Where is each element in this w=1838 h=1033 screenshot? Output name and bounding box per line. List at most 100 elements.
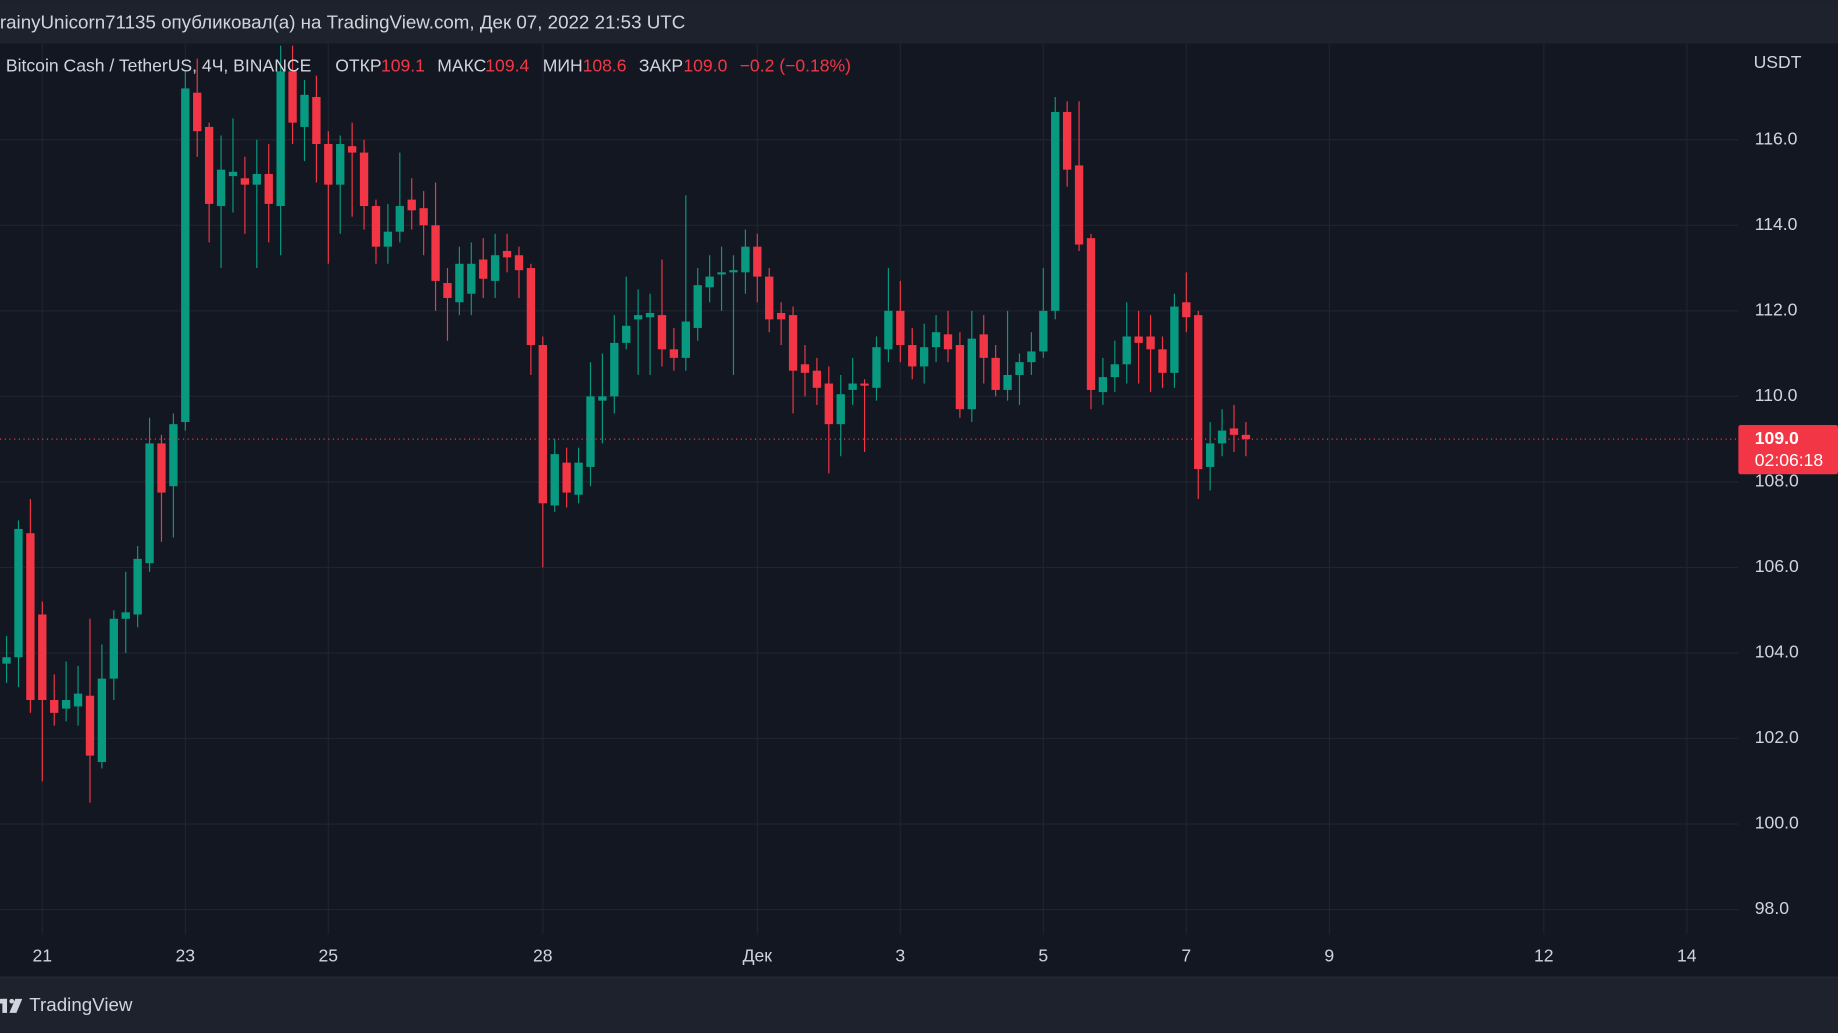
candle-body	[669, 349, 679, 358]
candle-body	[97, 678, 107, 763]
y-tick-label: 114.0	[1755, 214, 1798, 234]
candle-body	[228, 171, 238, 177]
candle-body	[1051, 111, 1060, 311]
candle-body	[38, 614, 47, 701]
legend-name: ОТКР	[335, 56, 381, 76]
candle-body	[967, 338, 976, 410]
x-tick-label: 25	[319, 945, 339, 965]
logo-part	[9, 998, 23, 1013]
x-tick-label: 28	[533, 945, 553, 965]
candle-body	[1039, 310, 1048, 352]
candle-body	[979, 334, 988, 358]
candle-body	[931, 332, 941, 348]
candle-body	[1074, 165, 1084, 245]
candle-body	[955, 345, 965, 410]
candle-body	[919, 347, 929, 367]
candle-body	[1194, 315, 1203, 470]
x-tick-label: 9	[1324, 945, 1334, 965]
candle-body	[860, 383, 869, 386]
candle-body	[121, 612, 130, 619]
countdown: 02:06:18	[1755, 450, 1824, 470]
candle-body	[50, 700, 59, 713]
candle-body	[741, 246, 750, 273]
candle-body	[776, 312, 786, 320]
candle-body	[109, 618, 118, 679]
candle-body	[753, 246, 762, 277]
candle-body	[788, 315, 798, 371]
candle-body	[419, 208, 428, 226]
candle-body	[431, 225, 440, 281]
x-tick-label: 12	[1534, 945, 1554, 965]
candles	[2, 45, 1251, 803]
candle-body	[1134, 336, 1143, 343]
candle-body	[884, 310, 893, 350]
candle-body	[943, 334, 953, 350]
candle-body	[204, 126, 214, 204]
candle-body	[574, 462, 583, 495]
candle-body	[681, 321, 690, 358]
candle-body	[1003, 374, 1012, 390]
candle-body	[693, 285, 702, 328]
candle-body	[729, 270, 738, 273]
candle-body	[562, 462, 571, 493]
candle-body	[657, 315, 667, 350]
y-tick-label: 110.0	[1755, 385, 1798, 405]
candle-body	[848, 383, 857, 390]
candle-body	[288, 71, 297, 123]
candle-body	[538, 345, 547, 504]
legend-value: 109.4	[485, 56, 529, 76]
candle-body	[1205, 443, 1215, 467]
y-tick-label: 102.0	[1755, 727, 1799, 747]
candle-body	[645, 312, 655, 318]
y-tick-label: 108.0	[1755, 471, 1799, 491]
candle-body	[705, 276, 714, 288]
candle-body	[383, 231, 393, 247]
candle-body	[26, 533, 35, 701]
candle-body	[502, 250, 512, 258]
candle-body	[300, 94, 309, 127]
candle-body	[1158, 349, 1167, 373]
candle-body	[1122, 336, 1131, 365]
candle-body	[836, 394, 845, 425]
y-tick-label: 104.0	[1755, 642, 1799, 662]
x-tick-label: Дек	[743, 945, 773, 965]
candle-body	[1170, 306, 1179, 373]
candle-body	[216, 169, 226, 207]
candle-body	[1098, 377, 1108, 393]
candle-body	[896, 310, 905, 346]
brand: TradingView	[29, 994, 133, 1015]
top-bar	[0, 0, 1838, 44]
candle-body	[765, 276, 774, 320]
legend-value: 109.0	[683, 56, 727, 76]
candle-body	[1110, 364, 1119, 378]
candle-body	[800, 364, 810, 373]
symbol: Bitcoin Cash / TetherUS, 4Ч, BINANCE	[6, 56, 311, 76]
x-tick-label: 21	[33, 945, 53, 965]
candle-body	[550, 454, 559, 506]
last-price-box	[1738, 425, 1838, 475]
candle-body	[598, 396, 607, 401]
logo-part	[9, 998, 15, 1004]
candle-body	[145, 443, 154, 564]
candle-body	[252, 173, 261, 185]
candle-body	[336, 144, 345, 185]
axis-unit: USDT	[1754, 52, 1802, 72]
x-tick-label: 7	[1181, 945, 1191, 965]
candle-body	[1015, 362, 1024, 375]
candle-body	[73, 693, 83, 707]
candle-body	[526, 268, 536, 346]
logo-part	[2, 998, 8, 1013]
candle-body	[1229, 428, 1239, 435]
bottom-bar	[0, 977, 1838, 1033]
candle-body	[312, 96, 321, 145]
candle-body	[633, 315, 643, 320]
candle-body	[467, 263, 476, 294]
y-tick-label: 100.0	[1755, 813, 1799, 833]
x-tick-label: 3	[895, 945, 905, 965]
candle-body	[610, 342, 619, 397]
candle-body	[240, 178, 250, 185]
legend-change: −0.2 (−0.18%)	[740, 56, 851, 76]
candle-body	[276, 71, 285, 207]
